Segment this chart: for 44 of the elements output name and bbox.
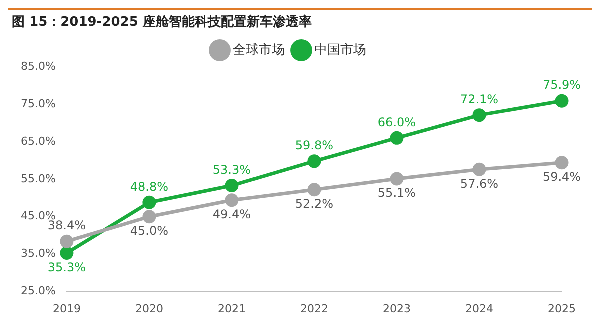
x-tick-label: 2023 [382,302,411,316]
x-tick-label: 2024 [465,302,494,316]
data-label: 72.1% [460,92,499,106]
data-label: 38.4% [48,218,86,233]
point [142,210,156,224]
y-tick-label: 25.0% [20,284,56,298]
chart-title: 图 15：2019-2025 座舱智能科技配置新车渗透率 [8,8,592,34]
x-tick-label: 2019 [52,302,81,316]
x-tick-label: 2025 [548,302,576,316]
point [390,172,404,186]
data-label: 66.0% [378,115,416,130]
y-tick-label: 85.0% [20,60,56,73]
data-label: 52.2% [295,197,334,212]
y-tick-label: 65.0% [20,134,56,148]
point [472,162,486,176]
point [225,194,239,208]
point [555,94,569,108]
legend-label: 中国市场 [314,42,366,58]
data-label: 45.0% [130,224,169,238]
point [308,154,322,168]
point [142,196,156,210]
data-label: 59.4% [542,170,582,184]
data-label: 55.1% [378,186,416,200]
point [472,108,486,122]
data-label: 59.8% [295,138,334,153]
data-label: 57.6% [460,176,499,191]
data-label: 49.4% [212,208,252,222]
point [60,234,74,248]
point [60,246,74,260]
point [308,183,322,197]
data-label: 75.9% [542,78,582,92]
data-label: 35.3% [48,260,86,274]
x-tick-label: 2021 [218,302,246,316]
data-label: 48.8% [130,180,169,194]
point [555,156,569,170]
legend-label: 全球市场 [233,42,285,58]
data-label: 53.3% [212,162,252,177]
y-tick-label: 55.0% [20,172,56,186]
y-tick-label: 75.0% [20,97,56,110]
x-tick-label: 2022 [300,302,328,316]
x-tick-label: 2020 [135,302,164,316]
y-tick-label: 35.0% [20,247,56,260]
point [225,179,239,193]
point [390,131,404,145]
